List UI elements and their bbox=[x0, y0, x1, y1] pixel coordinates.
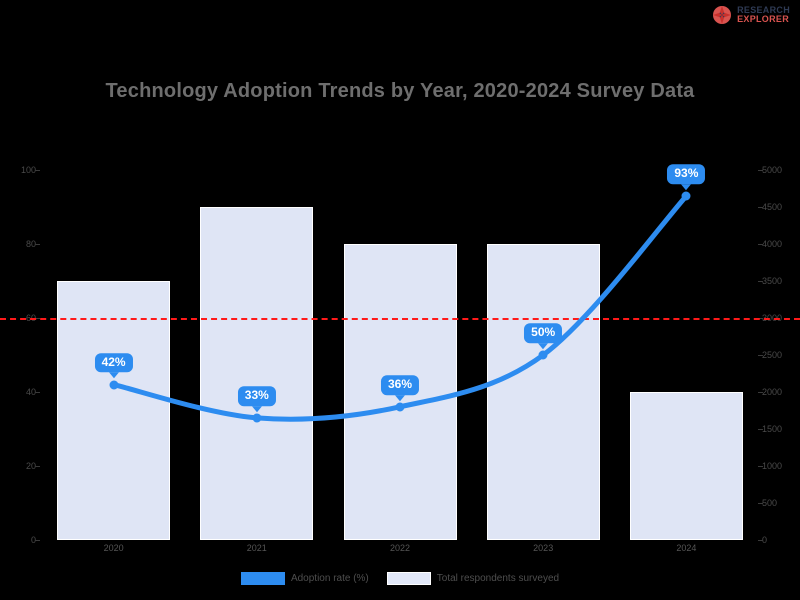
data-point-marker bbox=[395, 402, 405, 412]
y-axis-left-tickmark bbox=[35, 392, 40, 393]
reference-line bbox=[0, 318, 800, 320]
y-axis-right: 5000 4500 4000 3500 3000 2500 2000 1500 1000 500 0 bbox=[758, 165, 798, 545]
y-axis-right-tickmark bbox=[758, 281, 763, 282]
plot-area: 42% 33% 36% 50% 93% bbox=[0, 164, 800, 540]
x-axis-tick-label: 2021 bbox=[246, 543, 267, 553]
y-axis-right-tickmark bbox=[758, 540, 763, 541]
line-series: 42% 33% 36% 50% 93% bbox=[42, 164, 758, 540]
y-axis-left-tickmark bbox=[35, 540, 40, 541]
legend-item[interactable]: Adoption rate (%) bbox=[240, 572, 369, 585]
chart-title: Technology Adoption Trends by Year, 2020… bbox=[105, 80, 695, 102]
data-label-callout: 33% bbox=[237, 386, 276, 406]
data-point-marker bbox=[538, 350, 548, 360]
logo-line-1: RESEARCH bbox=[737, 5, 790, 15]
y-axis-right-tick: 0 bbox=[762, 535, 768, 545]
legend-label: Total respondents surveyed bbox=[436, 573, 560, 584]
y-axis-left-tick: 40 bbox=[25, 387, 36, 397]
data-label-callout: 36% bbox=[380, 375, 420, 395]
data-point-marker bbox=[252, 413, 262, 423]
y-axis-right-tick: 2500 bbox=[762, 350, 783, 360]
y-axis-left-tick: 20 bbox=[25, 461, 36, 471]
data-label-callout: 42% bbox=[94, 352, 133, 373]
logo-line-2: EXPLORER bbox=[737, 14, 790, 24]
data-point-marker bbox=[681, 191, 691, 201]
bar bbox=[200, 207, 314, 540]
bar bbox=[486, 244, 600, 540]
bar bbox=[629, 392, 743, 540]
y-axis-right-tickmark bbox=[758, 355, 763, 356]
brand-logo: RESEARCH EXPLORER bbox=[711, 4, 790, 26]
x-axis-tick-label: 2023 bbox=[533, 543, 554, 553]
data-label-callout: 93% bbox=[667, 164, 706, 184]
x-axis-tick-label: 2020 bbox=[103, 543, 124, 553]
legend-swatch bbox=[386, 572, 431, 585]
y-axis-left: 100 80 60 40 20 0 bbox=[0, 165, 40, 545]
bar bbox=[57, 281, 171, 540]
y-axis-left-tickmark bbox=[35, 244, 40, 245]
logo-wordmark: RESEARCH EXPLORER bbox=[737, 6, 790, 24]
legend-label: Adoption rate (%) bbox=[290, 573, 369, 584]
x-axis-tick-label: 2024 bbox=[676, 543, 697, 553]
data-label-callout: 50% bbox=[524, 323, 563, 343]
x-axis-labels: 2020 2021 2022 2023 2024 bbox=[42, 543, 758, 559]
y-axis-right-tick: 3500 bbox=[762, 276, 783, 286]
x-axis-tick-label: 2022 bbox=[389, 543, 411, 553]
y-axis-left-tick: 100 bbox=[20, 165, 36, 175]
y-axis-right-tickmark bbox=[758, 466, 763, 467]
y-axis-right-tick: 1500 bbox=[762, 424, 783, 434]
y-axis-left-tick: 80 bbox=[25, 239, 36, 249]
data-point-marker bbox=[109, 380, 119, 390]
legend-swatch bbox=[240, 572, 285, 585]
y-axis-right-tickmark bbox=[758, 429, 763, 430]
chart-legend: Adoption rate (%) Total respondents surve… bbox=[0, 572, 800, 585]
y-axis-left-tickmark bbox=[35, 466, 40, 467]
y-axis-right-tick: 500 bbox=[762, 498, 778, 508]
y-axis-right-tick: 4500 bbox=[762, 202, 783, 212]
bar-series bbox=[42, 170, 758, 540]
y-axis-right-tickmark bbox=[758, 503, 763, 504]
y-axis-right-tickmark bbox=[758, 170, 763, 171]
legend-item[interactable]: Total respondents surveyed bbox=[386, 572, 560, 585]
line-path-svg bbox=[111, 193, 689, 422]
y-axis-left-tick: 0 bbox=[30, 535, 36, 545]
y-axis-right-tickmark bbox=[758, 392, 763, 393]
y-axis-right-tick: 2000 bbox=[762, 387, 783, 397]
y-axis-right-tick: 5000 bbox=[762, 165, 783, 175]
y-axis-right-tick: 4000 bbox=[762, 239, 783, 249]
y-axis-right-tickmark bbox=[758, 244, 763, 245]
y-axis-right-tick: 1000 bbox=[762, 461, 783, 471]
logo-emblem-icon bbox=[711, 4, 733, 26]
y-axis-left-tickmark bbox=[35, 170, 40, 171]
y-axis-right-tickmark bbox=[758, 207, 763, 208]
